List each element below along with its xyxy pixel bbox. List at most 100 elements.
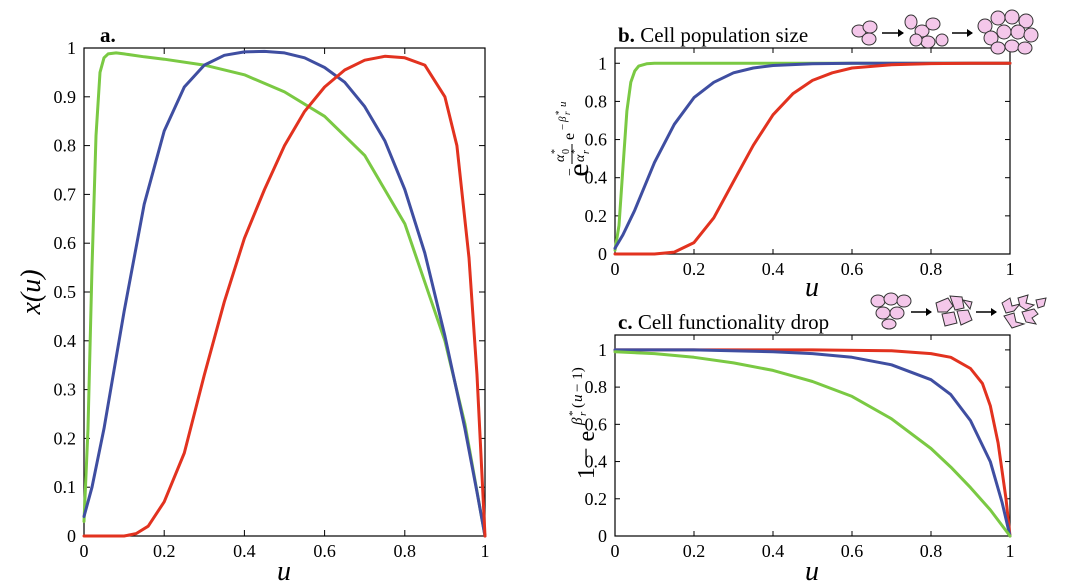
svg-text:r: r bbox=[577, 411, 589, 416]
series-line bbox=[613, 350, 1012, 538]
x-tick-label: 0.8 bbox=[920, 541, 943, 561]
x-tick-label: 1 bbox=[1006, 541, 1015, 561]
plot-frame bbox=[614, 334, 1011, 537]
panel-title-text: Cell functionality drop bbox=[633, 310, 830, 334]
panel-b-ylabel: e − α * 0 α * r e − β * r u bbox=[550, 101, 595, 177]
panel-title: b. Cell population size bbox=[618, 23, 808, 47]
cell-cluster-deformed-icon bbox=[935, 295, 973, 327]
series-line bbox=[613, 348, 1012, 538]
svg-text:β: β bbox=[570, 417, 586, 426]
x-tick-label: 0.2 bbox=[683, 541, 706, 561]
series-line bbox=[82, 54, 487, 538]
panel-b: 0 0.2 0.4 0.6 0.8 1 0 0.2 0.4 0.6 0.8 1 u b. Cell pop… bbox=[585, 23, 1015, 303]
y-tick-label: 0.8 bbox=[585, 377, 608, 397]
svg-text:−: − bbox=[557, 124, 569, 130]
y-tick-label: 0.7 bbox=[54, 184, 77, 204]
y-tick-label: 0.6 bbox=[585, 130, 608, 150]
y-tick-label: 0.3 bbox=[54, 380, 77, 400]
y-tick-label: 0 bbox=[598, 244, 607, 264]
x-axis-label: u bbox=[805, 272, 819, 303]
cell-cluster-large-icon bbox=[977, 9, 1039, 55]
y-tick-label: 0 bbox=[598, 526, 607, 546]
x-tick-label: 0.6 bbox=[841, 541, 864, 561]
svg-text:u: u bbox=[557, 101, 569, 107]
x-tick-label: 0.6 bbox=[313, 541, 336, 561]
y-tick-label: 0.9 bbox=[54, 87, 77, 107]
panel-letter: a. bbox=[100, 23, 116, 47]
panel-letter: b. bbox=[618, 23, 635, 47]
arrow-icon bbox=[882, 29, 904, 37]
y-tick-label: 1 bbox=[598, 340, 607, 360]
y-tick-label: 0.6 bbox=[585, 414, 608, 434]
panel-title: a. bbox=[100, 23, 116, 47]
x-tick-label: 0 bbox=[80, 541, 89, 561]
svg-text:1 − e: 1 − e bbox=[574, 431, 600, 479]
svg-text:−: − bbox=[563, 168, 578, 176]
y-tick-label: 0.6 bbox=[54, 233, 77, 253]
y-tick-label: 1 bbox=[67, 38, 76, 58]
cell-cluster-healthy-icon bbox=[870, 292, 912, 330]
x-axis-label: u bbox=[805, 556, 819, 585]
cell-degradation-illustration bbox=[870, 292, 1047, 330]
x-tick-label: 0.8 bbox=[394, 541, 417, 561]
y-tick-label: 0.4 bbox=[585, 168, 608, 188]
svg-text:e: e bbox=[562, 163, 595, 176]
x-tick-label: 0.4 bbox=[233, 541, 256, 561]
y-tick-label: 0.5 bbox=[54, 282, 77, 302]
x-tick-label: 0.2 bbox=[153, 541, 176, 561]
cell-cluster-medium-icon bbox=[904, 14, 949, 49]
cell-growth-illustration bbox=[851, 9, 1039, 55]
panel-letter: c. bbox=[618, 310, 633, 334]
y-tick-label: 0.8 bbox=[585, 91, 608, 111]
svg-text:*: * bbox=[554, 110, 564, 115]
x-tick-label: 0.4 bbox=[762, 259, 785, 279]
series-line bbox=[82, 51, 487, 538]
y-tick-label: 0.2 bbox=[585, 206, 608, 226]
x-tick-label: 0.8 bbox=[920, 259, 943, 279]
svg-text:u: u bbox=[570, 395, 586, 403]
y-tick-label: 0.2 bbox=[585, 489, 608, 509]
y-tick-label: 1 bbox=[598, 53, 607, 73]
arrow-icon bbox=[976, 308, 997, 316]
x-tick-label: 0 bbox=[611, 259, 620, 279]
y-tick-label: 0.1 bbox=[54, 477, 77, 497]
svg-text:α: α bbox=[573, 154, 588, 162]
svg-text:(: ( bbox=[570, 403, 586, 408]
panel-title: c. Cell functionality drop bbox=[618, 310, 829, 334]
svg-text:r: r bbox=[581, 150, 592, 154]
cell-cluster-small-icon bbox=[851, 20, 878, 46]
svg-text:*: * bbox=[567, 411, 579, 417]
y-tick-label: 0.2 bbox=[54, 428, 77, 448]
plot-frame bbox=[614, 47, 1011, 255]
y-tick-label: 0.8 bbox=[54, 136, 77, 156]
x-axis-label: u bbox=[277, 556, 291, 585]
panel-c: 0 0.2 0.4 0.6 0.8 1 0 0.2 0.4 0.6 0.8 1 u c. Cell fun… bbox=[585, 310, 1015, 585]
cell-cluster-dead-icon bbox=[1001, 294, 1047, 329]
svg-text:− 1): − 1) bbox=[570, 367, 586, 392]
svg-text:*: * bbox=[550, 149, 561, 154]
plot-frame bbox=[83, 47, 486, 537]
svg-text:α: α bbox=[553, 154, 568, 162]
x-tick-label: 0.2 bbox=[683, 259, 706, 279]
series-line bbox=[82, 49, 487, 538]
series-line bbox=[613, 61, 1012, 250]
series-line bbox=[613, 61, 1012, 256]
y-tick-label: 0 bbox=[67, 526, 76, 546]
svg-text:r: r bbox=[562, 111, 572, 115]
x-tick-label: 0 bbox=[611, 541, 620, 561]
series-line bbox=[613, 61, 1012, 252]
x-tick-label: 0.4 bbox=[762, 541, 785, 561]
y-tick-label: 0.4 bbox=[585, 452, 608, 472]
panel-c-ylabel: 1 − e β * r ( u − 1) bbox=[567, 367, 600, 479]
x-tick-label: 1 bbox=[481, 541, 490, 561]
svg-text:*: * bbox=[570, 149, 581, 154]
svg-text:e: e bbox=[561, 133, 578, 140]
arrow-icon bbox=[952, 29, 973, 37]
x-tick-label: 0.6 bbox=[841, 259, 864, 279]
x-tick-label: 1 bbox=[1006, 259, 1015, 279]
panel-title-text: Cell population size bbox=[635, 23, 808, 47]
arrow-icon bbox=[911, 308, 932, 316]
svg-text:β: β bbox=[557, 116, 569, 123]
y-axis-label: x(u) bbox=[16, 269, 47, 315]
